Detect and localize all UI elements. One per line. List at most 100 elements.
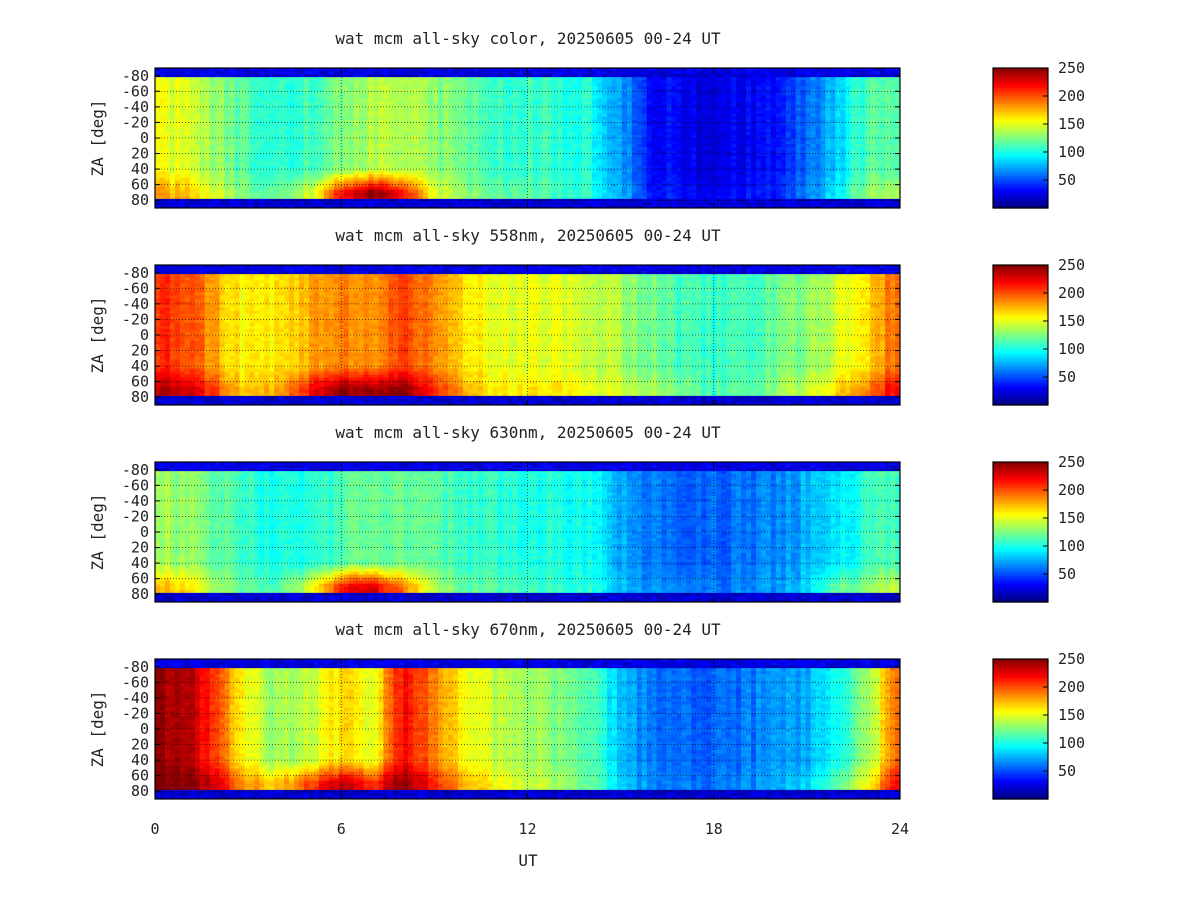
heatmap-cell	[214, 183, 221, 188]
heatmap-cell	[204, 159, 211, 163]
heatmap-cell	[522, 110, 529, 115]
heatmap-cell	[348, 195, 355, 200]
heatmap-cell	[249, 144, 255, 148]
heatmap-cell	[636, 192, 643, 197]
heatmap-cell	[204, 110, 211, 115]
heatmap-cell	[686, 116, 692, 121]
heatmap-cell	[621, 110, 628, 115]
heatmap-cell	[671, 98, 678, 103]
heatmap-cell	[164, 104, 171, 109]
heatmap-cell	[289, 125, 295, 130]
heatmap-cell	[164, 110, 171, 115]
heatmap-cell	[209, 122, 216, 127]
heatmap-cell	[363, 125, 370, 130]
heatmap-cell	[234, 86, 241, 90]
heatmap-cell	[174, 113, 181, 118]
heatmap-cell	[497, 159, 504, 163]
heatmap-cell	[562, 168, 568, 173]
heatmap-cell	[611, 71, 618, 75]
heatmap-cell	[254, 71, 260, 75]
heatmap-cell	[656, 204, 663, 208]
heatmap-cell	[284, 116, 290, 121]
heatmap-cell	[155, 150, 161, 154]
heatmap-cell	[557, 204, 563, 208]
heatmap-cell	[557, 125, 563, 130]
heatmap-cell	[572, 204, 578, 208]
heatmap-cell	[279, 68, 285, 72]
heatmap-cell	[433, 159, 439, 163]
heatmap-cell	[552, 198, 558, 203]
heatmap-cell	[462, 189, 469, 194]
heatmap-cell	[661, 110, 668, 115]
heatmap-cell	[403, 186, 409, 191]
heatmap-cell	[179, 174, 186, 179]
heatmap-cell	[527, 150, 534, 154]
heatmap-cell	[383, 171, 390, 176]
heatmap-cell	[681, 156, 688, 160]
heatmap-cell	[284, 204, 290, 208]
heatmap-cell	[651, 168, 658, 173]
heatmap-cell	[487, 77, 494, 81]
heatmap-cell	[169, 110, 176, 115]
heatmap-cell	[239, 86, 245, 90]
heatmap-cell	[284, 92, 290, 96]
heatmap-cell	[398, 204, 404, 208]
heatmap-cell	[651, 101, 658, 106]
heatmap-cell	[418, 180, 424, 185]
heatmap-cell	[592, 110, 598, 115]
heatmap-cell	[487, 165, 494, 170]
heatmap-cell	[373, 156, 380, 160]
heatmap-cell	[562, 74, 568, 78]
heatmap-cell	[527, 95, 534, 100]
heatmap-cell	[577, 134, 583, 139]
heatmap-cell	[636, 86, 643, 90]
heatmap-cell	[219, 174, 226, 179]
heatmap-cell	[671, 201, 678, 206]
heatmap-cell	[592, 122, 598, 127]
heatmap-cell	[244, 98, 250, 103]
heatmap-cell	[169, 107, 176, 112]
heatmap-cell	[616, 192, 623, 197]
heatmap-cell	[174, 165, 181, 170]
heatmap-cell	[304, 134, 310, 139]
heatmap-cell	[467, 86, 474, 90]
heatmap-cell	[348, 168, 355, 173]
heatmap-cell	[224, 71, 231, 75]
heatmap-cell	[164, 168, 171, 173]
heatmap-cell	[408, 89, 414, 93]
heatmap-cell	[572, 95, 578, 100]
heatmap-cell	[567, 204, 573, 208]
heatmap-cell	[184, 156, 191, 160]
heatmap-cell	[611, 183, 618, 188]
heatmap-cell	[353, 177, 360, 182]
heatmap-cell	[254, 122, 260, 127]
heatmap-cell	[159, 159, 166, 163]
heatmap-cell	[686, 192, 692, 197]
heatmap-cell	[482, 153, 489, 157]
heatmap-cell	[532, 77, 539, 81]
heatmap-cell	[333, 83, 340, 87]
heatmap-cell	[606, 141, 613, 145]
heatmap-cell	[214, 159, 221, 163]
heatmap-cell	[418, 156, 424, 160]
heatmap-cell	[572, 165, 578, 170]
heatmap-cell	[338, 116, 345, 121]
heatmap-cell	[294, 80, 300, 84]
heatmap-cell	[219, 119, 226, 124]
heatmap-cell	[209, 138, 216, 142]
heatmap-cell	[671, 186, 678, 191]
heatmap-cell	[616, 141, 623, 145]
heatmap-cell	[656, 77, 663, 81]
heatmap-cell	[453, 204, 459, 208]
heatmap-cell	[249, 89, 255, 93]
heatmap-cell	[532, 180, 539, 185]
heatmap-cell	[179, 86, 186, 90]
heatmap-cell	[418, 128, 424, 133]
heatmap-cell	[611, 107, 618, 112]
heatmap-cell	[681, 186, 688, 191]
heatmap-cell	[487, 171, 494, 176]
heatmap-cell	[512, 119, 519, 124]
heatmap-cell	[333, 122, 340, 127]
heatmap-cell	[477, 104, 484, 109]
heatmap-cell	[457, 192, 464, 197]
